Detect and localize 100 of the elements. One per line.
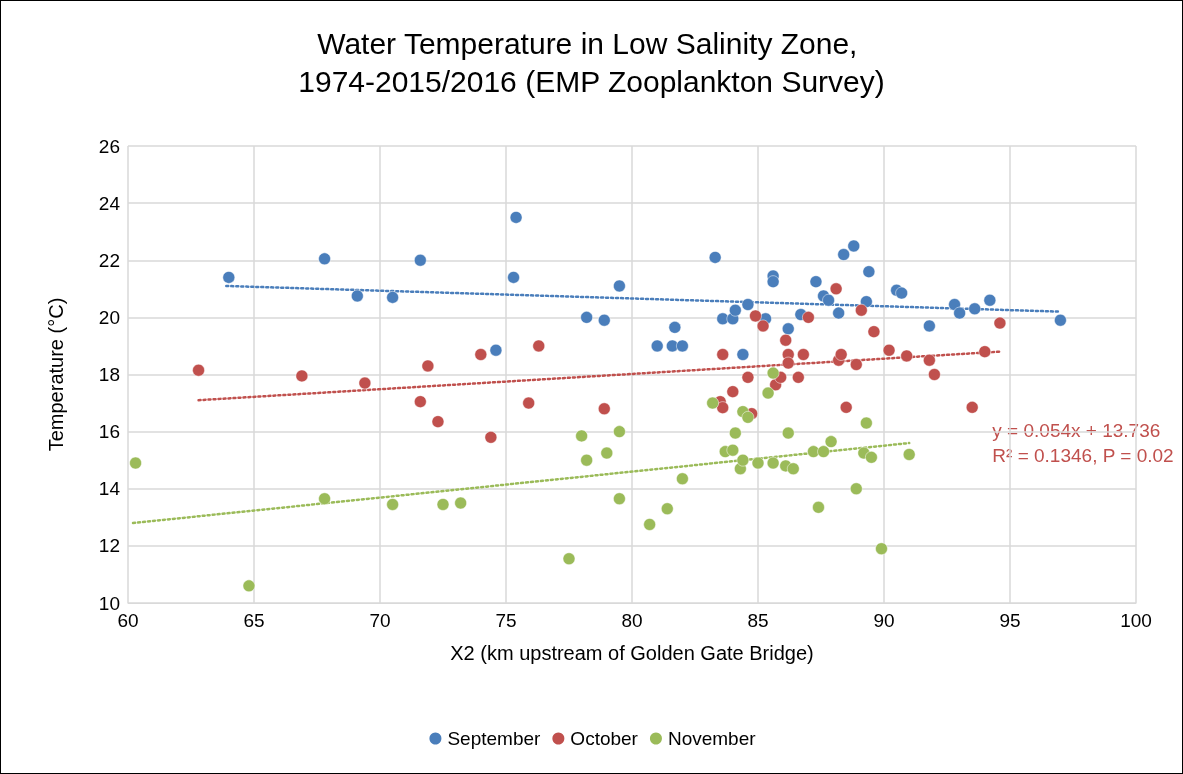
point bbox=[807, 445, 820, 458]
point bbox=[782, 322, 795, 336]
point bbox=[839, 401, 853, 414]
point bbox=[706, 396, 719, 410]
point bbox=[834, 348, 848, 361]
point bbox=[923, 353, 936, 367]
annotation: R² = 0.1346, P = 0.02 bbox=[992, 445, 1174, 466]
y-tick-label: 14 bbox=[98, 478, 121, 500]
point bbox=[598, 313, 611, 327]
legend-label: September bbox=[447, 728, 542, 749]
point bbox=[741, 298, 755, 311]
point bbox=[850, 482, 863, 495]
point bbox=[953, 306, 966, 320]
y-tick-label: 26 bbox=[98, 135, 120, 157]
point bbox=[532, 339, 546, 353]
legend-label: October bbox=[570, 728, 639, 749]
point bbox=[454, 496, 467, 510]
point bbox=[650, 339, 664, 353]
point bbox=[756, 319, 770, 333]
point bbox=[580, 453, 593, 467]
point bbox=[580, 311, 593, 324]
point bbox=[736, 348, 750, 361]
point bbox=[613, 492, 626, 505]
point bbox=[489, 343, 503, 357]
point bbox=[741, 371, 755, 384]
point bbox=[351, 289, 364, 303]
point bbox=[766, 275, 780, 288]
point bbox=[787, 462, 800, 475]
point bbox=[865, 451, 878, 464]
point bbox=[928, 368, 941, 381]
point bbox=[474, 348, 488, 361]
point bbox=[968, 302, 981, 316]
chart-title: Water Temperature in Low Salinity Zone, 1974-2015/2016 (EMP Zooplankton Survey) bbox=[298, 26, 885, 98]
point bbox=[817, 445, 830, 458]
point bbox=[716, 348, 729, 361]
point bbox=[613, 279, 626, 293]
point bbox=[792, 371, 805, 384]
x-axis-title: X2 (km upstream of Golden Gate Bridge) bbox=[450, 642, 814, 664]
y-tick-label: 16 bbox=[98, 421, 120, 443]
y-axis-title: Temperature (°C) bbox=[45, 297, 67, 452]
x-tick-label: 95 bbox=[999, 610, 1021, 631]
point bbox=[562, 552, 576, 565]
point bbox=[661, 502, 674, 515]
point bbox=[895, 286, 908, 300]
x-tick-label: 80 bbox=[621, 610, 643, 631]
point bbox=[779, 333, 792, 347]
point bbox=[809, 275, 823, 288]
y-tick-label: 22 bbox=[98, 249, 120, 271]
point bbox=[860, 416, 873, 430]
point bbox=[855, 303, 868, 317]
point bbox=[522, 396, 535, 410]
legend-label: November bbox=[667, 728, 757, 749]
point bbox=[726, 443, 740, 457]
x-tick-label: 85 bbox=[747, 610, 769, 631]
point bbox=[847, 239, 861, 253]
point bbox=[318, 492, 331, 505]
point bbox=[358, 376, 372, 390]
point bbox=[1054, 313, 1067, 327]
point bbox=[782, 426, 795, 440]
point bbox=[509, 211, 523, 224]
point bbox=[575, 429, 588, 443]
point bbox=[295, 369, 309, 383]
point bbox=[676, 472, 689, 485]
point bbox=[736, 453, 750, 467]
point bbox=[716, 401, 729, 414]
point bbox=[708, 251, 722, 264]
point bbox=[875, 542, 888, 555]
x-tick-label: 60 bbox=[117, 610, 139, 631]
point bbox=[850, 358, 863, 371]
point bbox=[192, 363, 205, 377]
point bbox=[318, 252, 331, 266]
point bbox=[729, 426, 742, 440]
point bbox=[900, 349, 913, 363]
x-tick-label: 65 bbox=[243, 610, 265, 631]
x-tick-label: 75 bbox=[495, 610, 517, 631]
point bbox=[613, 425, 626, 438]
point bbox=[729, 303, 742, 317]
point bbox=[862, 265, 876, 278]
point bbox=[668, 321, 682, 334]
point bbox=[421, 359, 435, 373]
point bbox=[983, 293, 997, 307]
y-tick-label: 10 bbox=[98, 592, 120, 614]
point bbox=[782, 356, 795, 370]
point bbox=[726, 385, 740, 398]
point bbox=[129, 456, 142, 470]
annotation: y = 0.054x + 13.736 bbox=[992, 420, 1161, 441]
point bbox=[507, 271, 520, 284]
y-tick-label: 24 bbox=[98, 192, 121, 214]
point bbox=[766, 456, 780, 470]
point bbox=[598, 402, 611, 416]
point bbox=[414, 254, 427, 267]
point bbox=[832, 306, 845, 320]
point bbox=[666, 339, 679, 353]
point bbox=[436, 498, 450, 511]
point bbox=[978, 345, 992, 358]
point bbox=[824, 435, 838, 448]
point bbox=[802, 311, 815, 324]
point bbox=[993, 316, 1007, 330]
point bbox=[643, 518, 656, 531]
point bbox=[749, 309, 762, 323]
